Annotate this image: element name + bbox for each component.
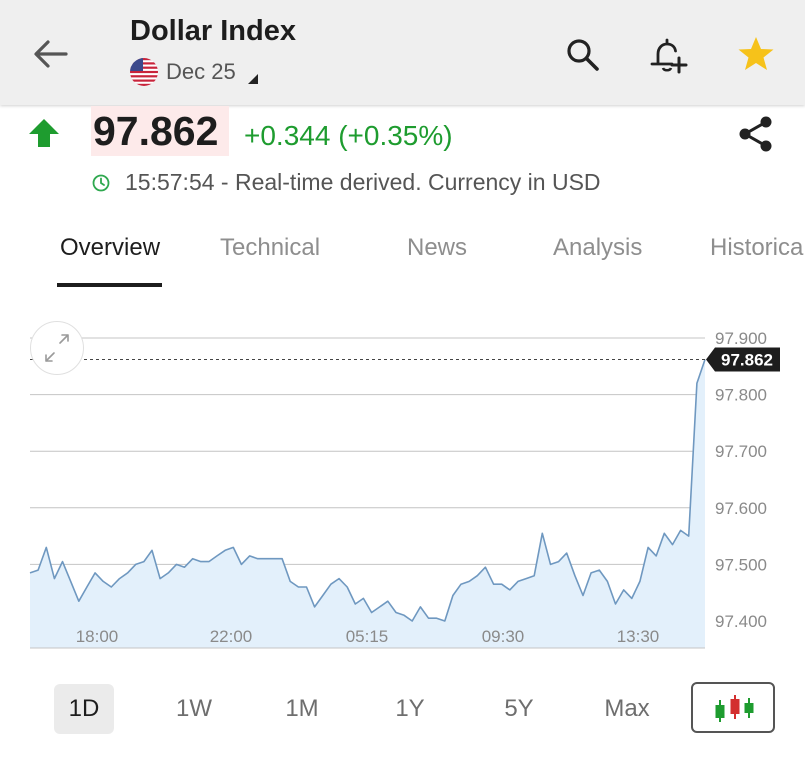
dropdown-caret-icon[interactable] [248, 74, 258, 84]
tab-technical[interactable]: Technical [220, 234, 321, 261]
y-tick-label: 97.600 [715, 499, 767, 518]
app-header: Dollar Index Dec 25 [0, 0, 805, 105]
current-price-tag [706, 347, 780, 372]
range-1y-button[interactable]: 1Y [395, 695, 425, 722]
last-price: 97.862 [93, 108, 219, 154]
tab-overview[interactable]: Overview [60, 234, 161, 261]
range-5y-button[interactable]: 5Y [504, 695, 534, 722]
range-max-button[interactable]: Max [604, 695, 650, 722]
add-alert-bell-icon[interactable] [648, 34, 688, 74]
y-tick-label: 97.800 [715, 386, 767, 405]
star-icon[interactable] [736, 34, 776, 74]
range-1m-button[interactable]: 1M [285, 695, 319, 722]
x-tick-label: 18:00 [76, 627, 119, 646]
range-1w-button[interactable]: 1W [176, 695, 212, 722]
tab-analysis[interactable]: Analysis [553, 234, 643, 261]
price-line [29, 359, 706, 622]
share-icon[interactable] [737, 114, 775, 154]
x-tick-label: 22:00 [210, 627, 253, 646]
x-tick-label: 13:30 [617, 627, 660, 646]
price-area [30, 359, 705, 648]
expand-chart-button[interactable] [30, 321, 84, 375]
candlestick-icon [715, 695, 754, 722]
back-arrow-icon[interactable] [30, 36, 70, 72]
search-icon[interactable] [562, 34, 602, 74]
price-change: +0.344 (+0.35%) [244, 120, 453, 151]
y-tick-label: 97.400 [715, 612, 767, 631]
y-tick-label: 97.700 [715, 442, 767, 461]
tab-historical[interactable]: Historical [710, 234, 805, 261]
us-flag-icon [130, 58, 158, 86]
expand-icon [45, 334, 69, 362]
candlestick-chart-button[interactable] [691, 682, 775, 733]
active-tab-indicator [57, 283, 162, 287]
contract-date[interactable]: Dec 25 [166, 59, 236, 84]
quote-status: 15:57:54 - Real-time derived. Currency i… [125, 169, 601, 195]
current-price-label: 97.862 [721, 351, 773, 370]
price-chart[interactable]: 97.900 97.800 97.700 97.600 97.500 97.400 18:0… [0, 300, 805, 660]
tab-news[interactable]: News [407, 234, 468, 261]
realtime-clock-icon [92, 174, 110, 192]
x-tick-label: 05:15 [346, 627, 389, 646]
range-1d-button[interactable]: 1D [54, 684, 114, 734]
y-tick-label: 97.500 [715, 555, 767, 574]
price-highlight [91, 106, 229, 156]
x-tick-label: 09:30 [482, 627, 525, 646]
page-title: Dollar Index [130, 15, 296, 47]
price-up-arrow-icon [29, 119, 59, 147]
y-tick-label: 97.900 [715, 329, 767, 348]
star-shape [738, 37, 774, 70]
